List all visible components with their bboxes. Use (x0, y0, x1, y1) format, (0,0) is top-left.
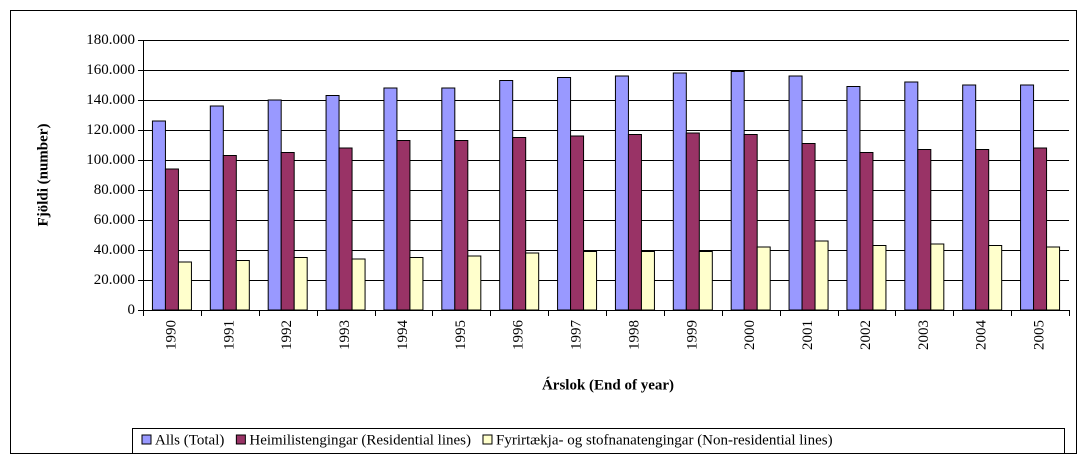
x-tick-label: 1994 (395, 320, 411, 351)
bar (164, 168, 179, 311)
bar (962, 84, 977, 311)
bar (1033, 147, 1048, 311)
bar (557, 77, 572, 311)
x-tick-label: 1999 (684, 320, 700, 350)
x-tick-label: 1991 (221, 320, 237, 350)
bar (1020, 84, 1035, 311)
y-tick-label: 100.000 (86, 152, 135, 168)
legend-swatch (141, 434, 152, 445)
x-tick-label: 2003 (916, 320, 932, 350)
y-tick-label: 180.000 (86, 32, 135, 48)
x-tick-label: 1996 (511, 320, 527, 351)
bar (209, 105, 224, 311)
bar (383, 87, 398, 311)
chart-border (10, 10, 1077, 454)
x-tick-label: 1992 (279, 320, 295, 350)
bar (338, 147, 353, 311)
bar (672, 72, 687, 311)
legend-swatch (235, 434, 246, 445)
x-tick-label: 2005 (1032, 320, 1048, 350)
bar (743, 134, 758, 311)
bar (756, 246, 771, 311)
bar (917, 149, 932, 311)
bar (151, 120, 166, 311)
bar (801, 143, 816, 311)
bar (730, 71, 745, 311)
x-tick-label: 2000 (742, 320, 758, 350)
bar (293, 257, 308, 311)
bar (235, 260, 250, 311)
bar (525, 252, 540, 311)
legend-swatch (482, 434, 493, 445)
bar (222, 155, 237, 311)
legend-box (132, 428, 1065, 454)
bar (454, 140, 469, 311)
x-tick-label: 1995 (453, 320, 469, 350)
y-tick-label: 40.000 (94, 242, 135, 258)
x-tick-label: 2002 (858, 320, 874, 350)
y-tick-label: 80.000 (94, 182, 135, 198)
bar (267, 99, 282, 311)
legend-label: Fyrirtækja- og stofnanatengingar (Non-re… (496, 432, 833, 448)
bar (975, 149, 990, 311)
bar (280, 152, 295, 311)
bar (467, 255, 482, 311)
bar (409, 257, 424, 311)
bar (627, 134, 642, 311)
bar (814, 240, 829, 311)
x-tick-label: 2001 (800, 320, 816, 350)
y-tick-label: 60.000 (94, 212, 135, 228)
x-tick-label: 1990 (163, 320, 179, 350)
bar (512, 137, 527, 311)
bar (570, 135, 585, 311)
bar (614, 75, 629, 311)
y-tick-label: 0 (128, 302, 136, 318)
x-tick-label: 1993 (337, 320, 353, 350)
x-tick-label: 2004 (974, 320, 990, 351)
bar (788, 75, 803, 311)
bar (583, 251, 598, 311)
y-tick-label: 120.000 (86, 122, 135, 138)
legend-label: Heimilistengingar (Residential lines) (249, 432, 471, 448)
bar (325, 95, 340, 311)
bar (396, 140, 411, 311)
bar (930, 243, 945, 311)
x-tick-label: 1998 (626, 320, 642, 350)
bar (499, 80, 514, 311)
bar (859, 152, 874, 311)
bar (698, 251, 713, 311)
y-axis-title: Fjöldi (number) (35, 124, 51, 227)
bar (441, 87, 456, 311)
bar (904, 81, 919, 311)
x-tick-label: 1997 (569, 320, 585, 351)
bar (988, 245, 1003, 311)
bar (1046, 246, 1061, 311)
legend-label: Alls (Total) (155, 432, 224, 448)
bar (685, 132, 700, 311)
y-tick-label: 20.000 (94, 272, 135, 288)
x-axis-title: Árslok (End of year) (542, 376, 674, 393)
bar (846, 86, 861, 311)
bar (351, 258, 366, 311)
bar (177, 261, 192, 311)
bar (640, 251, 655, 311)
y-tick-label: 160.000 (86, 62, 135, 78)
y-tick-label: 140.000 (86, 92, 135, 108)
bar (872, 245, 887, 311)
